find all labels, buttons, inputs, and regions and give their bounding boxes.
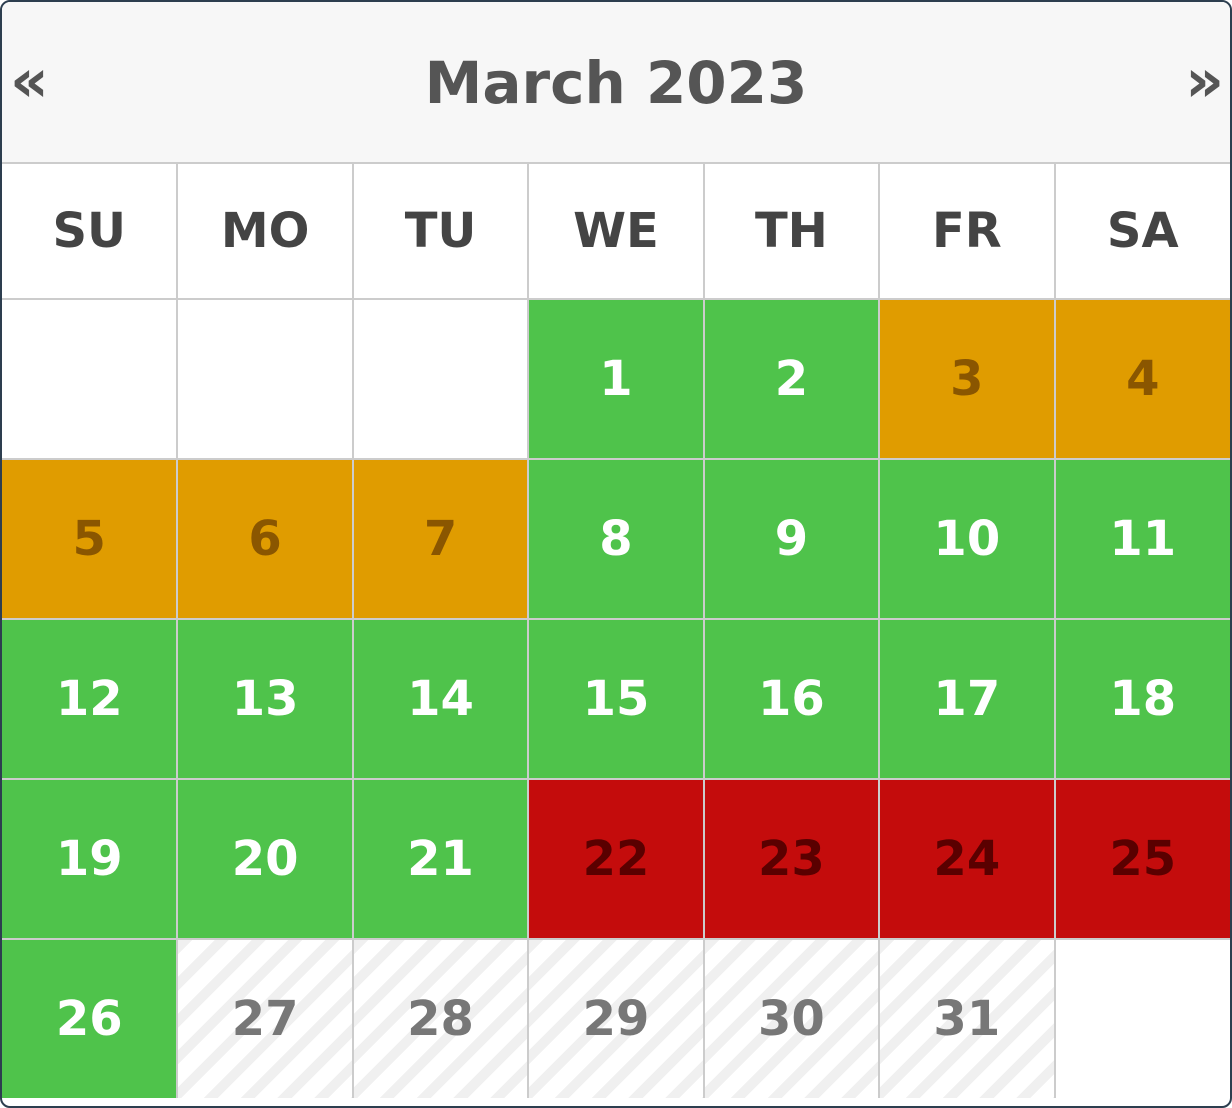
previous-month-button[interactable]: «: [10, 46, 49, 116]
week-row: 19 20 21 22 23 24 25: [2, 778, 1230, 940]
weekday-header-row: SU MO TU WE TH FR SA: [2, 162, 1230, 300]
day-cell-available[interactable]: 12: [2, 618, 179, 780]
day-cell-available[interactable]: 20: [176, 778, 354, 940]
day-cell-disabled: 28: [351, 938, 530, 1098]
day-cell-partial[interactable]: 6: [176, 458, 354, 620]
day-cell-booked[interactable]: 24: [878, 778, 1056, 940]
weekday-saturday: SA: [1053, 162, 1230, 300]
weekday-wednesday: WE: [527, 162, 705, 300]
day-cell-available[interactable]: 18: [1053, 618, 1230, 780]
day-cell-partial[interactable]: 3: [878, 298, 1056, 460]
day-cell-available[interactable]: 10: [878, 458, 1056, 620]
day-cell-available[interactable]: 8: [527, 458, 705, 620]
calendar-header: « March 2023 »: [2, 2, 1230, 162]
day-cell-available[interactable]: 13: [176, 618, 354, 780]
day-cell-disabled: 29: [527, 938, 705, 1098]
month-title: March 2023: [424, 49, 808, 117]
empty-day-cell: [1053, 938, 1230, 1098]
weekday-sunday: SU: [2, 162, 179, 300]
day-cell-disabled: 30: [702, 938, 881, 1098]
day-cell-booked[interactable]: 23: [702, 778, 881, 940]
day-cell-available[interactable]: 11: [1053, 458, 1230, 620]
day-cell-booked[interactable]: 22: [527, 778, 705, 940]
calendar-grid: SU MO TU WE TH FR SA 1 2 3 4 5 6: [2, 162, 1230, 1098]
next-month-button[interactable]: »: [1185, 46, 1224, 116]
weekday-monday: MO: [176, 162, 354, 300]
weekday-tuesday: TU: [351, 162, 530, 300]
day-cell-available[interactable]: 26: [2, 938, 179, 1098]
week-row: 1 2 3 4: [2, 298, 1230, 460]
week-row: 26 27 28 29 30 31: [2, 938, 1230, 1098]
day-cell-partial[interactable]: 4: [1053, 298, 1230, 460]
day-cell-available[interactable]: 1: [527, 298, 705, 460]
empty-day-cell: [2, 298, 179, 460]
day-cell-available[interactable]: 9: [702, 458, 881, 620]
weekday-friday: FR: [878, 162, 1056, 300]
week-row: 5 6 7 8 9 10 11: [2, 458, 1230, 620]
day-cell-available[interactable]: 15: [527, 618, 705, 780]
day-cell-available[interactable]: 17: [878, 618, 1056, 780]
empty-day-cell: [351, 298, 530, 460]
day-cell-partial[interactable]: 7: [351, 458, 530, 620]
day-cell-disabled: 27: [176, 938, 354, 1098]
empty-day-cell: [176, 298, 354, 460]
day-cell-booked[interactable]: 25: [1053, 778, 1230, 940]
day-cell-available[interactable]: 21: [351, 778, 530, 940]
day-cell-available[interactable]: 16: [702, 618, 881, 780]
day-cell-available[interactable]: 19: [2, 778, 179, 940]
day-cell-available[interactable]: 2: [702, 298, 881, 460]
day-cell-partial[interactable]: 5: [2, 458, 179, 620]
week-row: 12 13 14 15 16 17 18: [2, 618, 1230, 780]
weekday-thursday: TH: [702, 162, 881, 300]
day-cell-disabled: 31: [878, 938, 1056, 1098]
day-cell-available[interactable]: 14: [351, 618, 530, 780]
